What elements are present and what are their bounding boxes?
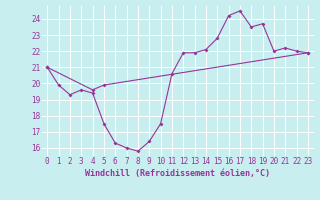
X-axis label: Windchill (Refroidissement éolien,°C): Windchill (Refroidissement éolien,°C) xyxy=(85,169,270,178)
